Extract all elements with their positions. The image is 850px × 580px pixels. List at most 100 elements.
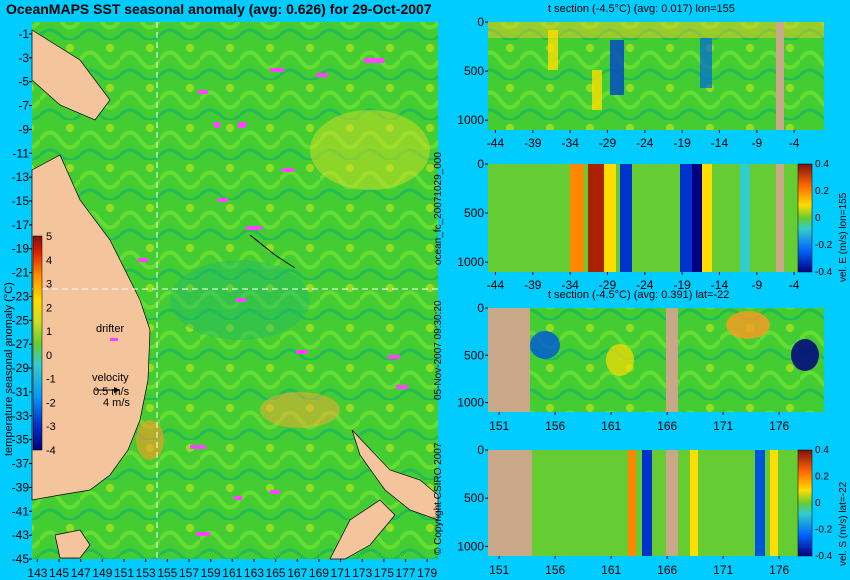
panel-velS-stripe xyxy=(755,450,765,556)
panel1-y-tick-label: 500 xyxy=(464,64,484,78)
panel2-x-tick-label: -24 xyxy=(636,278,654,292)
panel2-x-tick-label: -39 xyxy=(524,278,542,292)
panel-velE-lon155 xyxy=(488,163,813,273)
panel2-y-tick-label: 0 xyxy=(477,157,484,171)
panel-velS-stripe xyxy=(642,450,652,556)
map-colorbar-tick-label: 2 xyxy=(46,302,52,314)
map-y-tick-label: -3 xyxy=(18,51,29,65)
map-y-tick-label: -15 xyxy=(12,194,30,208)
map-colorbar-tick-label: 1 xyxy=(46,326,52,338)
panel2-x-tick-label: -9 xyxy=(751,278,762,292)
map-y-tick-label: -21 xyxy=(12,266,30,280)
panel4-colorbar-tick-label: 0 xyxy=(815,498,821,509)
drifter-label: drifter xyxy=(96,323,125,335)
run-time-label: 05-Nov-2007 09:30:20 xyxy=(433,300,444,400)
panel1-y-tick-label: 1000 xyxy=(457,113,484,127)
panel1-x-tick-label: -19 xyxy=(673,136,691,150)
forecast-id-label: ocean_fc_20071029_000 xyxy=(433,152,444,265)
map-y-tick-label: -11 xyxy=(13,146,30,160)
map-y-tick-label: -1 xyxy=(18,27,29,41)
map-x-tick-label: 143 xyxy=(27,566,47,580)
panel-velS-stripe xyxy=(628,450,636,556)
panel4-x-tick-label: 161 xyxy=(601,563,621,577)
panel-t-lon155-warm-blob xyxy=(592,70,602,110)
panel4-x-tick-label: 166 xyxy=(657,563,677,577)
map-x-tick-label: 167 xyxy=(287,566,307,580)
panel1-y-tick-label: 0 xyxy=(477,15,484,29)
drifter-marker xyxy=(316,73,328,77)
map-y-tick-label: -31 xyxy=(12,385,30,399)
velocity-arrow-head xyxy=(114,387,120,393)
map-y-tick-label: -25 xyxy=(12,313,30,327)
panel1-x-tick-label: -34 xyxy=(561,136,579,150)
map-y-tick-label: -39 xyxy=(12,480,30,494)
map-title: OceanMAPS SST seasonal anomaly (avg: 0.6… xyxy=(6,1,432,17)
warm-patch-ne xyxy=(310,110,430,190)
panel1-title: t section (-4.5°C) (avg: 0.017) lon=155 xyxy=(548,3,735,15)
drifter-marker xyxy=(218,198,228,202)
map-colorbar-tick-label: 5 xyxy=(46,231,52,243)
map-x-tick-label: 157 xyxy=(179,566,199,580)
panel-velS-lat22-land xyxy=(488,450,532,556)
panel3-x-tick-label: 171 xyxy=(713,419,733,433)
map-colorbar-tick-label: -4 xyxy=(46,445,56,457)
panel3-y-tick-label: 0 xyxy=(477,301,484,315)
drifter-marker xyxy=(270,490,280,494)
copyright-label: © Copyright CSIRO 2007 xyxy=(433,442,444,555)
panel-velE-stripe xyxy=(680,164,692,272)
map-colorbar-tick-label: -3 xyxy=(46,421,56,433)
panel2-x-tick-label: -34 xyxy=(561,278,579,292)
map-x-tick-label: 169 xyxy=(309,566,329,580)
velE-colorbar-label: vel. E (m/s) lon=155 xyxy=(838,192,849,282)
drifter-marker xyxy=(214,122,220,128)
map-x-tick-label: 179 xyxy=(417,566,437,580)
panel2-colorbar-tick-label: 0.2 xyxy=(815,186,829,197)
panel2-x-tick-label: -44 xyxy=(487,278,505,292)
warm-patch-se xyxy=(260,392,340,428)
panel1-x-tick-label: -29 xyxy=(599,136,617,150)
map-y-tick-label: -7 xyxy=(18,99,29,113)
drifter-marker xyxy=(196,532,210,536)
panel-velE-stripe xyxy=(692,164,702,272)
panel-velE-lon155-plot xyxy=(488,164,798,272)
map-x-tick-label: 145 xyxy=(49,566,69,580)
panel-velE-stripe xyxy=(570,164,584,272)
panel1-x-tick-label: -14 xyxy=(711,136,729,150)
tasmania-land xyxy=(54,529,91,559)
panel-velE-stripe xyxy=(588,164,604,272)
panel-velE-land-column xyxy=(776,164,784,272)
panel-t-lon155-cold-blob xyxy=(700,38,712,88)
panel3-x-tick-label: 166 xyxy=(657,419,677,433)
panel-t-lat22-cold-blob xyxy=(530,331,560,359)
map-y-tick-label: -5 xyxy=(18,75,29,89)
velocity-speed-1: 4 m/s xyxy=(103,397,130,409)
map-colorbar-tick-label: 3 xyxy=(46,279,52,291)
map-colorbar-tick-label: -2 xyxy=(46,397,56,409)
drifter-marker xyxy=(198,90,208,94)
panel1-x-tick-label: -9 xyxy=(751,136,762,150)
panel4-x-tick-label: 176 xyxy=(769,563,789,577)
panel1-x-tick-label: -24 xyxy=(636,136,654,150)
panel-t-lat22-land-column xyxy=(666,308,678,412)
map-y-tick-label: -43 xyxy=(12,528,30,542)
panel2-colorbar-tick-label: -0.4 xyxy=(815,267,833,278)
panel-velE-stripe xyxy=(604,164,616,272)
panel2-x-tick-label: -19 xyxy=(673,278,691,292)
panel-velS-stripe xyxy=(690,450,698,556)
map-y-tick-label: -19 xyxy=(12,242,30,256)
panel-t-lon155-warm-blob xyxy=(548,30,558,70)
map-x-tick-label: 153 xyxy=(136,566,156,580)
panel-velS-colorbar xyxy=(797,449,813,557)
panel4-x-tick-label: 156 xyxy=(545,563,565,577)
drifter-marker xyxy=(236,298,246,302)
panel-t-lon155-warm-band xyxy=(488,22,824,38)
map-colorbar-title: temperature seasonal anomaly (°C) xyxy=(3,282,15,456)
map-y-tick-label: -41 xyxy=(12,504,30,518)
panel-t-lon155 xyxy=(488,22,824,130)
new-zealand-south xyxy=(329,499,396,560)
panel4-x-tick-label: 151 xyxy=(489,563,509,577)
map-y-tick-label: -27 xyxy=(12,337,30,351)
drifter-marker xyxy=(296,350,308,354)
panel-t-lat22 xyxy=(488,308,824,412)
